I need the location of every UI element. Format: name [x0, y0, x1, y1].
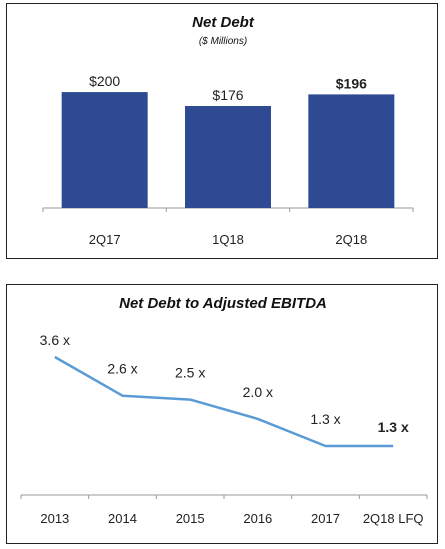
x-tick-label: 2015 — [176, 511, 205, 526]
leverage-chart-panel: Net Debt to Adjusted EBITDA 3.6 x 2013 2.6… — [6, 284, 438, 544]
chart-title: Net Debt — [192, 14, 255, 31]
x-tick-label: 2016 — [243, 511, 272, 526]
x-tick-label: 2Q18 — [335, 232, 367, 247]
x-tick-label: 2017 — [311, 511, 340, 526]
data-label: 2.0 x — [243, 384, 273, 400]
data-label: $200 — [89, 73, 120, 89]
data-label: 3.6 x — [40, 332, 70, 348]
net-debt-bar-chart: Net Debt ($ Millions) $200 2Q17 $176 1Q18 $1… — [42, 14, 414, 247]
x-tick-label: 1Q18 — [212, 232, 244, 247]
data-label: 1.3 x — [378, 419, 409, 435]
x-tick-label: 2014 — [108, 511, 137, 526]
x-tick-label: 2Q18 LFQ — [363, 511, 424, 526]
chart-subtitle: ($ Millions) — [199, 36, 247, 47]
data-label: 2.6 x — [107, 361, 137, 377]
bar-1Q18 — [185, 105, 271, 208]
data-label: 1.3 x — [310, 411, 340, 427]
data-label: $176 — [212, 87, 243, 103]
x-tick-label: 2Q17 — [89, 232, 121, 247]
series-line — [54, 355, 394, 448]
bar-2Q17 — [61, 92, 148, 208]
chart-title: Net Debt to Adjusted EBITDA — [119, 295, 327, 312]
net-debt-to-ebitda-line-chart: Net Debt to Adjusted EBITDA 3.6 x 2013 2.6… — [20, 295, 428, 526]
data-label: $196 — [336, 75, 367, 91]
x-tick-label: 2013 — [40, 511, 69, 526]
data-label: 2.5 x — [175, 365, 205, 381]
net-debt-chart-panel: Net Debt ($ Millions) $200 2Q17 $176 1Q18 $1… — [6, 3, 438, 259]
bar-2Q18 — [308, 94, 395, 208]
